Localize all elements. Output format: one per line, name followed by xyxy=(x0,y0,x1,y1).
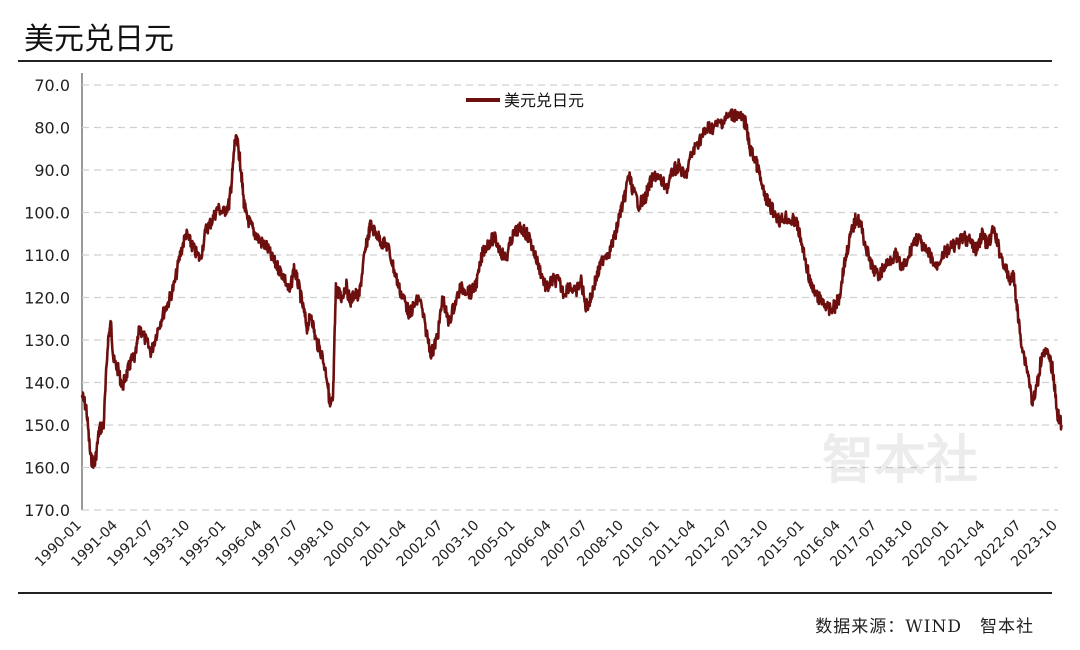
x-axis-ticks: 1990-011991-041992-071993-101995-011996-… xyxy=(32,517,1061,570)
usd-jpy-line-chart: 70.0 80.0 90.0 100.0 110.0 120.0 130.0 140.0 150… xyxy=(24,73,1063,570)
y-tick-label: 170.0 xyxy=(24,501,70,520)
y-tick-label: 80.0 xyxy=(34,119,70,138)
series-group xyxy=(80,108,1063,470)
series-line-usdjpy xyxy=(80,108,1063,470)
y-tick-label: 110.0 xyxy=(24,246,70,265)
y-tick-label: 70.0 xyxy=(34,76,70,95)
y-tick-label: 120.0 xyxy=(24,289,70,308)
y-tick-label: 150.0 xyxy=(24,416,70,435)
page-title: 美元兑日元 xyxy=(24,22,174,57)
y-tick-label: 160.0 xyxy=(24,459,70,478)
top-divider xyxy=(18,60,1052,62)
legend: 美元兑日元 xyxy=(466,91,584,110)
watermark: 智本社 xyxy=(822,431,979,491)
source-note: 数据来源：WIND 智本社 xyxy=(815,617,1034,637)
y-tick-label: 130.0 xyxy=(24,331,70,350)
gridlines xyxy=(81,73,1058,511)
legend-label: 美元兑日元 xyxy=(504,91,584,110)
y-tick-label: 100.0 xyxy=(24,204,70,223)
y-axis-ticks: 70.0 80.0 90.0 100.0 110.0 120.0 130.0 140.0 150… xyxy=(24,76,70,520)
y-tick-label: 90.0 xyxy=(34,161,70,180)
y-tick-label: 140.0 xyxy=(24,374,70,393)
bottom-divider xyxy=(18,592,1052,594)
